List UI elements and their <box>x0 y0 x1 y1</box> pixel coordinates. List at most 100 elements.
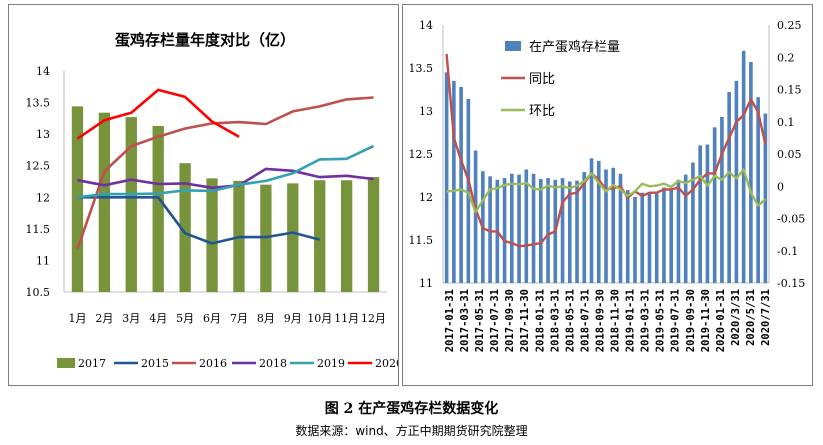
bar-existing-stock <box>560 178 565 283</box>
bar-existing-stock <box>466 98 471 284</box>
x-tick-label: 5月 <box>176 312 194 325</box>
x-tick-label: 2018-01-31 <box>534 289 546 352</box>
figure-source: 数据来源：wind、方正中期期货研究院整理 <box>295 424 528 438</box>
right-chart-svg: 11 11.5 12 12.5 13 13.5 14 -0.15 -0.1 -0.05 0 0.05 0… <box>409 19 806 352</box>
line-series-2016 <box>76 96 374 250</box>
y-tick-label: 13.5 <box>26 97 51 110</box>
bar-existing-stock <box>531 173 536 283</box>
chart-title: 蛋鸡存栏量年度对比（亿） <box>115 31 295 49</box>
right-y-tick-label: 0.2 <box>777 51 795 64</box>
legend-label-2018: 2018 <box>259 357 287 370</box>
right-y-tick-label: -0.05 <box>777 213 805 226</box>
bar-existing-stock <box>575 180 579 283</box>
x-tick-label: 2020-01-31 <box>715 289 727 352</box>
x-tick-label: 7月 <box>230 312 248 325</box>
x-tick-label: 6月 <box>203 312 221 325</box>
left-y-tick-label: 13 <box>419 105 433 118</box>
y-tick-label: 12 <box>36 191 50 204</box>
x-tick-label: 2020/3/31 <box>730 289 742 346</box>
bar-existing-stock <box>524 169 529 283</box>
bar-existing-stock <box>625 190 630 283</box>
x-tick-label: 3月 <box>122 312 140 325</box>
x-tick-label: 2018-11-30 <box>610 289 622 352</box>
bar-existing-stock <box>567 181 572 283</box>
line-series-2018 <box>77 167 374 190</box>
bar-2017 <box>287 183 299 292</box>
legend-swatch-bar <box>505 41 521 51</box>
legend-label-2019: 2019 <box>317 357 345 370</box>
bar-existing-stock <box>712 127 717 283</box>
bar-existing-stock <box>502 178 507 283</box>
x-tick-label: 2017-09-30 <box>504 289 516 352</box>
bar-existing-stock <box>589 158 594 283</box>
x-tick-label: 2020/5/31 <box>745 289 757 346</box>
left-y-tick-label: 13.5 <box>409 62 434 75</box>
line-series-同比 <box>445 53 767 248</box>
line-series-2020 <box>76 88 240 140</box>
bar-existing-stock <box>473 150 478 283</box>
right-y-tick-label: 0.15 <box>777 84 802 97</box>
legend-label: 同比 <box>529 72 555 87</box>
bar-existing-stock <box>582 172 587 283</box>
legend-swatch-2017 <box>57 358 75 368</box>
y-tick-label: 10.5 <box>26 286 51 299</box>
x-tick-label: 2017-03-31 <box>459 289 471 352</box>
x-tick-label: 2月 <box>95 312 113 325</box>
left-chart-svg: 蛋鸡存栏量年度对比（亿） 10.5 11 11.5 12 12.5 13 13.5 14 1月 2月… <box>26 31 399 370</box>
left-y-tick-label: 14 <box>419 19 433 32</box>
bar-existing-stock <box>596 160 601 283</box>
bar-existing-stock <box>683 174 688 283</box>
left-y-tick-label: 12.5 <box>409 148 434 161</box>
legend-label-2020: 2020 <box>375 357 398 370</box>
legend-label-2016: 2016 <box>199 357 227 370</box>
bar-2017 <box>71 106 84 292</box>
x-tick-label: 2017-07-31 <box>489 289 501 352</box>
bar-existing-stock <box>459 86 463 283</box>
left-y-tick-label: 11 <box>419 277 433 290</box>
x-tick-label: 2018-05-31 <box>564 289 576 352</box>
bar-2017 <box>314 180 326 292</box>
y-tick-label: 11 <box>36 254 50 267</box>
y-tick-label: 11.5 <box>26 223 51 236</box>
right-y-tick-label: 0.05 <box>777 148 802 161</box>
x-tick-label: 2019-07-31 <box>670 289 682 352</box>
bar-existing-stock <box>705 144 710 283</box>
legend-label-2015: 2015 <box>141 357 169 370</box>
bar-existing-stock <box>662 187 666 283</box>
bar-2017 <box>179 163 191 292</box>
bar-existing-stock <box>741 50 746 283</box>
x-tick-label: 11月 <box>334 312 359 325</box>
right-y-tick-label: 0.1 <box>777 116 795 129</box>
left-y-tick-label: 11.5 <box>409 234 434 247</box>
bar-existing-stock <box>698 145 702 283</box>
bar-2017 <box>98 112 111 292</box>
bar-existing-stock <box>510 173 514 283</box>
y-tick-label: 12.5 <box>26 160 51 173</box>
x-tick-label: 1月 <box>68 312 86 325</box>
bar-existing-stock <box>691 162 695 283</box>
legend-label: 环比 <box>529 104 555 119</box>
x-tick-label: 2020/7/31 <box>760 289 772 346</box>
legend-label-2017: 2017 <box>78 357 106 370</box>
bar-existing-stock <box>669 188 674 283</box>
line-series-2019 <box>77 144 375 199</box>
x-tick-label: 9月 <box>284 312 302 325</box>
left-y-tick-label: 12 <box>419 191 433 204</box>
x-tick-label: 2019-09-30 <box>685 289 697 352</box>
bar-existing-stock <box>727 92 731 283</box>
bar-2017 <box>206 178 218 292</box>
bar-existing-stock <box>654 191 659 283</box>
bar-2017 <box>340 180 353 292</box>
x-tick-label: 12月 <box>361 312 386 325</box>
bar-existing-stock <box>763 113 768 283</box>
x-tick-label: 2018-09-30 <box>594 289 606 352</box>
x-tick-label: 2019-05-31 <box>655 289 667 352</box>
bar-existing-stock <box>604 169 608 283</box>
x-tick-label: 2018-07-31 <box>579 289 591 352</box>
left-chart-panel: 蛋鸡存栏量年度对比（亿） 10.5 11 11.5 12 12.5 13 13.5 14 1月 2月… <box>8 4 399 386</box>
legend-label: 在产蛋鸡存栏量 <box>529 39 620 55</box>
bar-existing-stock <box>444 72 449 283</box>
bar-existing-stock <box>546 178 550 283</box>
bar-2017 <box>152 125 164 292</box>
y-tick-label: 14 <box>36 65 50 78</box>
